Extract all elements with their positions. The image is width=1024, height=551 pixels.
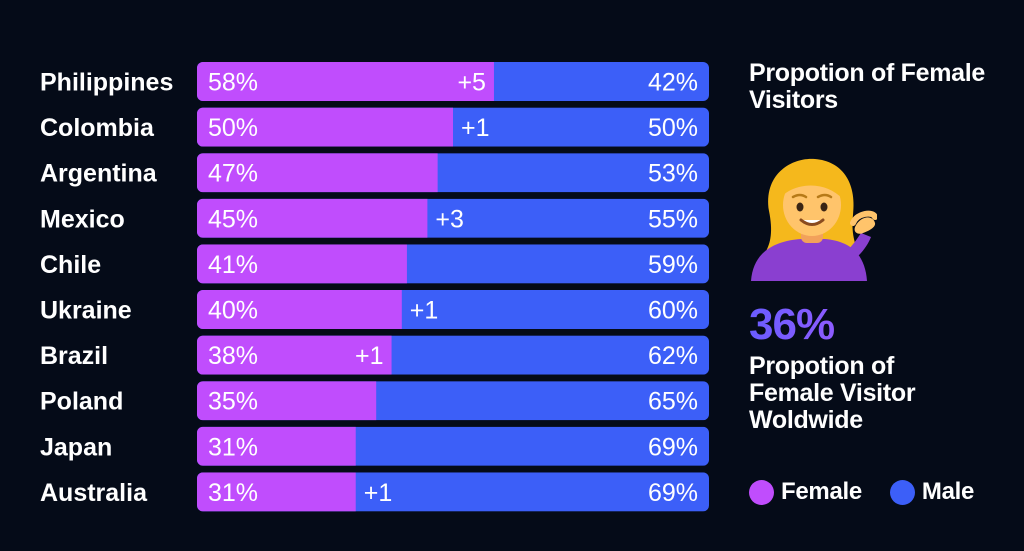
category-label-philippines: Philippines [40, 69, 173, 97]
bar-row-australia: Australia 31% 69% +1 [40, 472, 709, 512]
bar-segments-mexico [197, 198, 709, 238]
male-value-label-australia: 69% [648, 479, 698, 507]
change-label-philippines: +5 [457, 69, 486, 97]
bar-female-colombia [197, 107, 453, 147]
legend-label-male: Male [921, 478, 975, 505]
bar-segments-brazil [197, 335, 709, 375]
male-value-label-chile: 59% [648, 251, 698, 279]
female-value-label-japan: 31% [208, 433, 258, 461]
bar-female-chile [197, 244, 407, 284]
male-value-label-ukraine: 60% [648, 297, 698, 325]
category-label-poland: Poland [40, 388, 123, 416]
bar-segments-chile [197, 244, 709, 284]
change-label-ukraine: +1 [410, 297, 439, 325]
bar-female-brazil [197, 335, 392, 375]
bar-segments-philippines [197, 62, 709, 101]
legend-item-female: Female [749, 478, 862, 506]
female-value-label-australia: 31% [208, 479, 258, 507]
female-value-label-chile: 41% [208, 251, 258, 279]
bar-female-philippines [197, 62, 494, 101]
legend-swatch-male [889, 479, 915, 505]
worldwide-female-label: Propotion of Female Visitor Woldwide [749, 352, 916, 434]
bar-row-argentina: Argentina 47% 53% [40, 153, 709, 193]
male-value-label-colombia: 50% [648, 114, 698, 142]
bar-row-japan: Japan 31% 69% [40, 426, 709, 466]
category-label-colombia: Colombia [40, 114, 155, 142]
change-label-colombia: +1 [461, 114, 490, 142]
bar-row-brazil: Brazil 38% 62% +1 [40, 335, 709, 375]
change-label-mexico: +3 [435, 205, 464, 233]
bar-row-poland: Poland 35% 65% [40, 381, 709, 421]
female-value-label-brazil: 38% [208, 342, 258, 370]
bar-segments-argentina [197, 153, 709, 193]
bar-segments-poland [197, 381, 709, 421]
female-value-label-ukraine: 40% [208, 297, 258, 325]
male-value-label-mexico: 55% [648, 205, 698, 233]
bar-segments-japan [197, 426, 709, 466]
stacked-bar-chart: Philippines 58% 42% +5 Colombia 50% 50% +1 Argen… [40, 62, 709, 512]
bar-row-colombia: Colombia 50% 50% +1 [40, 107, 709, 147]
bar-row-mexico: Mexico 45% 55% +3 [40, 198, 709, 238]
category-label-japan: Japan [40, 433, 112, 461]
male-value-label-japan: 69% [648, 433, 698, 461]
male-value-label-poland: 65% [648, 388, 698, 416]
woman-tipping-hand-icon [749, 153, 878, 281]
category-label-mexico: Mexico [40, 205, 125, 233]
legend: Female Male [749, 478, 1002, 506]
side-title: Propotion of Female Visitors [749, 59, 985, 114]
male-value-label-argentina: 53% [648, 160, 698, 188]
category-label-brazil: Brazil [40, 342, 108, 370]
bar-row-philippines: Philippines 58% 42% +5 [40, 62, 709, 101]
bar-female-poland [197, 381, 377, 421]
category-label-ukraine: Ukraine [40, 297, 132, 325]
bar-female-mexico [197, 198, 428, 238]
female-value-label-poland: 35% [208, 388, 258, 416]
category-label-chile: Chile [40, 251, 101, 279]
bar-row-chile: Chile 41% 59% [40, 244, 709, 284]
male-value-label-philippines: 42% [648, 69, 698, 97]
bar-segments-colombia [197, 107, 709, 147]
worldwide-female-percentage: 36% [749, 300, 835, 349]
bar-row-ukraine: Ukraine 40% 60% +1 [40, 290, 709, 329]
female-value-label-philippines: 58% [208, 69, 258, 97]
category-label-argentina: Argentina [40, 160, 158, 188]
side-panel: Propotion of Female Visitors [749, 59, 1009, 505]
bar-segments-australia [197, 472, 709, 512]
male-value-label-brazil: 62% [648, 342, 698, 370]
legend-item-male: Male [889, 478, 975, 506]
bar-segments-ukraine [197, 290, 709, 329]
change-label-australia: +1 [364, 479, 393, 507]
legend-label-female: Female [781, 478, 862, 505]
bar-female-japan [197, 426, 356, 466]
change-label-brazil: +1 [355, 342, 384, 370]
legend-swatch-female [749, 479, 774, 505]
bar-female-argentina [197, 153, 438, 193]
category-label-australia: Australia [40, 479, 148, 507]
bar-female-ukraine [197, 290, 402, 329]
female-value-label-colombia: 50% [208, 114, 258, 142]
female-value-label-mexico: 45% [208, 205, 258, 233]
bar-female-australia [197, 472, 356, 512]
female-value-label-argentina: 47% [208, 160, 258, 188]
